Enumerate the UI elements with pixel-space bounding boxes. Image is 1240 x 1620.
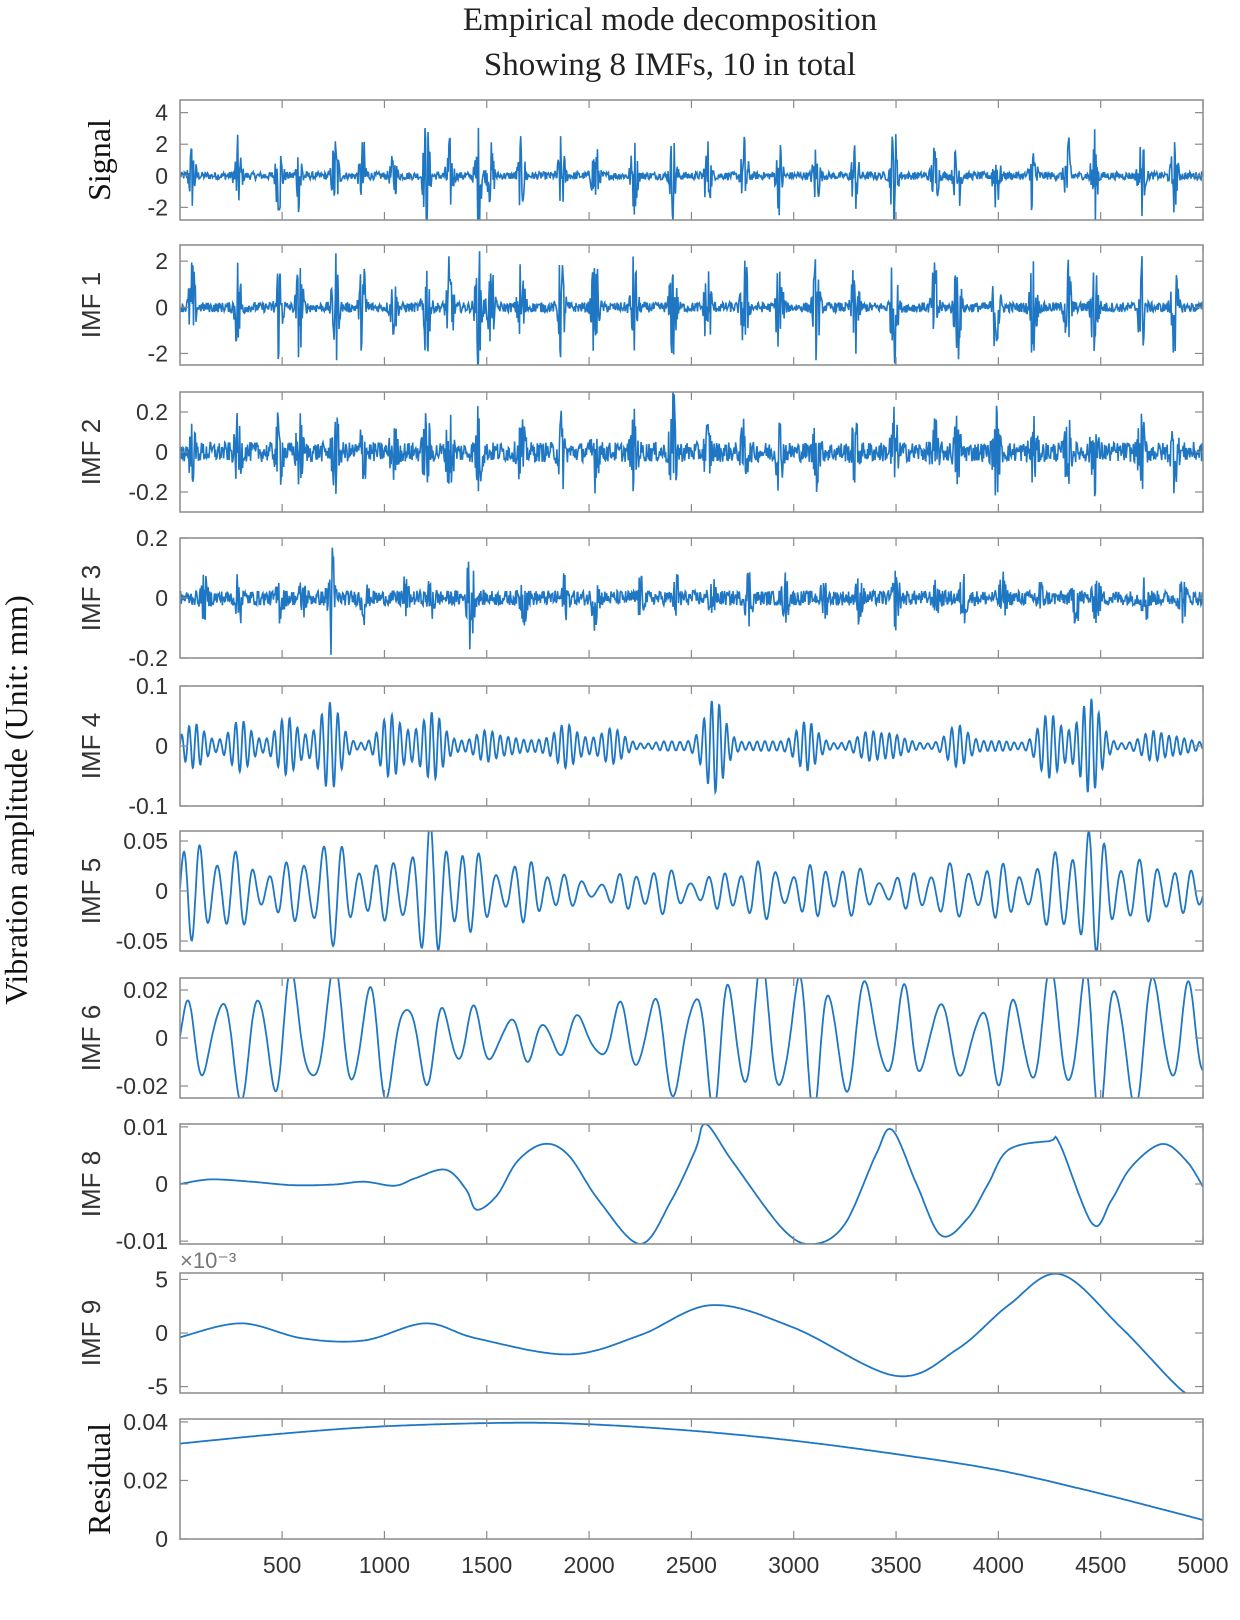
y-tick-label: -2: [148, 194, 168, 220]
panel-y-label: Signal: [81, 119, 117, 201]
axes-box: [179, 977, 1204, 1099]
panel-signal: -2 0 2 4 Signal: [81, 99, 1204, 221]
panel-y-label: IMF 2: [76, 419, 106, 485]
series-line: [180, 251, 1203, 365]
series-line: [180, 978, 1203, 1098]
y-tick-label: 0.02: [123, 977, 168, 1003]
axes-box: [179, 1272, 1204, 1394]
y-tick-label: -0.02: [116, 1073, 168, 1099]
panel-imf-3: -0.2 0 0.2 IMF 3: [76, 525, 1204, 671]
x-tick-label: 2000: [563, 1552, 614, 1578]
axes-box: [179, 685, 1204, 807]
series-line: [180, 1273, 1203, 1393]
x-tick-label: 500: [263, 1552, 301, 1578]
y-tick-label: 0.1: [136, 673, 168, 699]
panel-y-label: IMF 4: [76, 713, 106, 779]
y-tick-label: 2: [155, 131, 168, 157]
panel-y-label: Residual: [81, 1423, 117, 1535]
y-tick-label: 0: [155, 1171, 168, 1197]
panel-y-label: IMF 9: [76, 1300, 106, 1366]
y-tick-label: 0: [155, 733, 168, 759]
panel-imf-9: -5 0 5 IMF 9 ×10⁻³: [76, 1248, 1204, 1400]
y-tick-label: -0.01: [116, 1228, 168, 1254]
y-tick-label: 0: [155, 439, 168, 465]
chart-subtitle: Showing 8 IMFs, 10 in total: [484, 47, 856, 83]
panel-y-label: IMF 6: [76, 1005, 106, 1071]
x-tick-label: 3000: [768, 1552, 819, 1578]
panel-imf-4: -0.1 0 0.1 IMF 4: [76, 673, 1204, 819]
x-tick-label: 4000: [973, 1552, 1024, 1578]
y-tick-label: 0: [155, 1526, 168, 1552]
y-tick-label: 2: [155, 248, 168, 274]
y-tick-label: 0.04: [123, 1409, 168, 1435]
y-tick-label: 4: [155, 100, 168, 126]
panel-imf-5: -0.05 0 0.05 IMF 5: [76, 828, 1204, 954]
series-line: [180, 1124, 1203, 1244]
y-tick-label: 5: [155, 1266, 168, 1292]
axis-exponent-label: ×10⁻³: [180, 1248, 236, 1273]
y-tick-label: -0.2: [128, 645, 168, 671]
x-tick-label: 1500: [461, 1552, 512, 1578]
y-tick-label: -0.1: [128, 793, 168, 819]
y-tick-label: 0: [155, 1025, 168, 1051]
x-axis: 500 1000 1500 2000 2500 3000 3500 4000 4500 5000: [263, 1552, 1229, 1578]
y-tick-label: 0.2: [136, 399, 168, 425]
y-tick-label: 0.2: [136, 525, 168, 551]
x-tick-label: 3500: [870, 1552, 921, 1578]
y-tick-label: 0.05: [123, 828, 168, 854]
series-line: [180, 698, 1203, 796]
series-line: [180, 831, 1203, 951]
y-tick-label: -2: [148, 340, 168, 366]
x-tick-label: 4500: [1075, 1552, 1126, 1578]
axes-box: [179, 830, 1204, 952]
panels-group: -2 0 2 4 Signal -2 0 2 IMF 1 -0.2 0 0.2 IMF 2 -0.2 0 0.…: [76, 99, 1204, 1552]
y-tick-label: -0.2: [128, 479, 168, 505]
series-line: [180, 127, 1203, 220]
series-line: [180, 547, 1203, 655]
panel-imf-2: -0.2 0 0.2 IMF 2: [76, 391, 1204, 513]
y-tick-label: -5: [148, 1374, 168, 1400]
series-line: [180, 1421, 1203, 1521]
series-line: [180, 392, 1203, 497]
y-tick-label: -0.05: [116, 928, 168, 954]
x-tick-label: 1000: [359, 1552, 410, 1578]
panel-imf-8: -0.01 0 0.01 IMF 8: [76, 1114, 1204, 1254]
panel-y-label: IMF 8: [76, 1151, 106, 1217]
y-tick-label: 0: [155, 878, 168, 904]
panel-y-label: IMF 1: [76, 272, 106, 338]
y-tick-label: 0: [155, 585, 168, 611]
y-tick-label: 0: [155, 294, 168, 320]
panel-imf-6: -0.02 0 0.02 IMF 6: [76, 977, 1204, 1099]
shared-y-axis-label: Vibration amplitude (Unit: mm): [0, 595, 34, 1005]
panel-imf-1: -2 0 2 IMF 1: [76, 244, 1204, 366]
chart-title: Empirical mode decomposition: [463, 2, 877, 38]
y-tick-label: 0.02: [123, 1467, 168, 1493]
axes-box: [179, 1418, 1204, 1540]
panel-y-label: IMF 3: [76, 565, 106, 631]
y-tick-label: 0: [155, 163, 168, 189]
y-tick-label: 0: [155, 1320, 168, 1346]
x-tick-label: 2500: [666, 1552, 717, 1578]
y-tick-label: 0.01: [123, 1114, 168, 1140]
panel-y-label: IMF 5: [76, 858, 106, 924]
x-tick-label: 5000: [1177, 1552, 1228, 1578]
